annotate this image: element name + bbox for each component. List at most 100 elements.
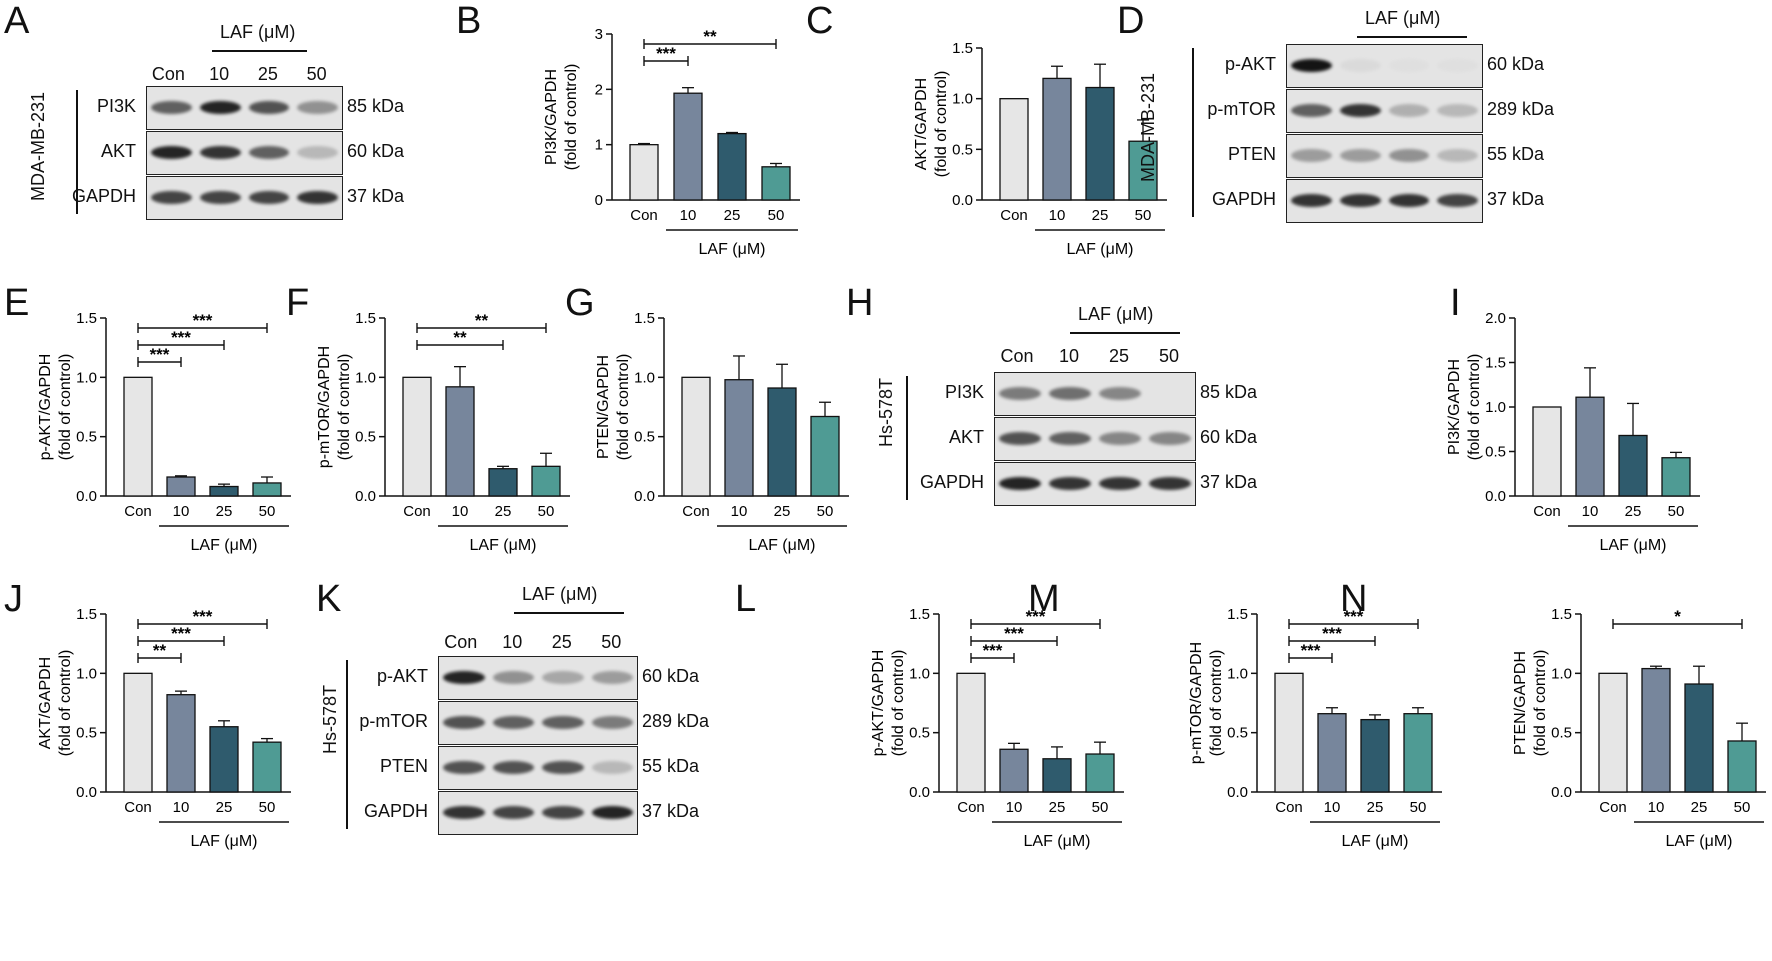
protein-band [1099,477,1141,490]
blot-strip [146,86,343,130]
bar-con [681,376,711,497]
chart-c: 0.0 0.5 1.0 1.5 AKT/GAPDH (fold of control) Co… [913,40,1167,258]
sig-label: *** [171,624,191,643]
bar-con [402,376,432,497]
y-tick-label: 0.0 [909,784,930,801]
protein-band [999,477,1041,490]
y-tick-label: 0.5 [76,725,97,742]
bar-25 [1684,683,1714,793]
bar-10 [166,476,196,497]
protein-band [492,671,534,684]
y-axis-label-sub: (fold of control) [1208,650,1225,757]
bar-25 [1042,758,1072,793]
protein-band [1049,477,1091,490]
protein-band [1388,149,1430,162]
protein-label: GAPDH [363,801,428,821]
sig-label: *** [193,607,213,626]
blot-strip [438,701,638,745]
y-tick-label: 1.5 [1485,355,1506,372]
x-tick-label: 25 [774,503,791,520]
bar-50 [810,415,840,497]
protein-band [151,191,192,204]
chart-j: 0.0 0.5 1.0 1.5 AKT/GAPDH (fold of control) Co… [37,606,291,850]
y-tick-label: 0.5 [355,429,376,446]
y-axis-label: p-AKT/GAPDH [37,354,54,461]
protein-band [999,387,1041,400]
protein-band [199,146,241,159]
protein-band [297,101,338,114]
bar-25 [209,485,239,497]
laf-header: LAF (μM) [522,584,598,604]
laf-underline [514,612,624,614]
bar-con [123,376,153,497]
protein-band [492,716,534,729]
protein-band [999,432,1041,445]
laf-underline [1070,332,1180,334]
bar-10 [1641,667,1671,793]
protein-band [151,146,192,159]
sig-label: *** [171,328,191,347]
chart-m: 0.0 0.5 1.0 1.5 p-mTOR/GAPDH (fold of control… [1188,606,1442,850]
kda-label: 85 kDa [347,96,405,116]
sig-label: *** [193,311,213,330]
protein-band [1291,194,1332,207]
y-tick-label: 0.5 [1551,725,1572,742]
cell-line-rule [346,660,348,829]
kda-label: 55 kDa [642,756,700,776]
y-tick-label: 1.0 [1485,399,1506,416]
blot-strip [146,131,343,175]
x-tick-label: 50 [259,799,276,816]
x-tick-label: 10 [1582,503,1599,520]
cell-line-rule [1192,48,1194,217]
protein-band [1291,104,1332,117]
protein-band [591,716,633,729]
panel-letter-n: N [1340,578,1368,620]
protein-band [591,671,633,684]
lane-header-25: 25 [257,64,278,84]
bar-50 [1085,753,1115,793]
x-tick-label: 10 [452,503,469,520]
panel-letter-d: D [1117,0,1145,42]
y-axis-label: p-AKT/GAPDH [870,650,887,757]
y-tick-label: 1.5 [909,606,930,623]
bar-10 [1042,77,1072,201]
kda-label: 37 kDa [642,801,700,821]
x-tick-label: 50 [1734,799,1751,816]
y-axis-label-sub: (fold of control) [615,354,632,461]
y-tick-label: 1.0 [634,369,655,386]
sig-label: ** [153,641,167,660]
y-tick-label: 1.5 [1551,606,1572,623]
sig-label: *** [1301,641,1321,660]
protein-label: PI3K [944,382,984,402]
sig-label: *** [1322,624,1342,643]
lane-header-50: 50 [1158,346,1180,366]
protein-band [151,101,192,114]
x-tick-label: Con [957,799,985,816]
bar-10 [999,748,1029,793]
y-axis-label-sub: (fold of control) [933,71,950,178]
x-tick-label: Con [630,207,658,224]
panel-letter-e: E [4,282,30,324]
panel-letter-m: M [1028,578,1060,620]
blot-strip [1286,179,1483,223]
kda-label: 85 kDa [1200,382,1258,402]
y-tick-label: 1.5 [76,606,97,623]
sig-label: ** [475,311,489,330]
x-tick-label: 25 [1049,799,1066,816]
blot-strip [438,656,638,700]
y-axis-label: PTEN/GAPDH [595,355,612,459]
y-axis-label-sub: (fold of control) [336,354,353,461]
x-tick-label: 10 [1006,799,1023,816]
lane-header-50: 50 [306,64,327,84]
y-axis-label-sub: (fold of control) [57,650,74,757]
y-tick-label: 0.5 [909,725,930,742]
sig-label: *** [656,44,676,63]
kda-label: 60 kDa [642,666,700,686]
protein-band [1049,387,1091,400]
bar-50 [531,465,561,497]
protein-label: PTEN [1227,144,1276,164]
kda-label: 37 kDa [1487,189,1545,209]
blot-strip [1286,44,1483,88]
panel-letter-c: C [806,0,834,42]
x-tick-label: 50 [538,503,555,520]
